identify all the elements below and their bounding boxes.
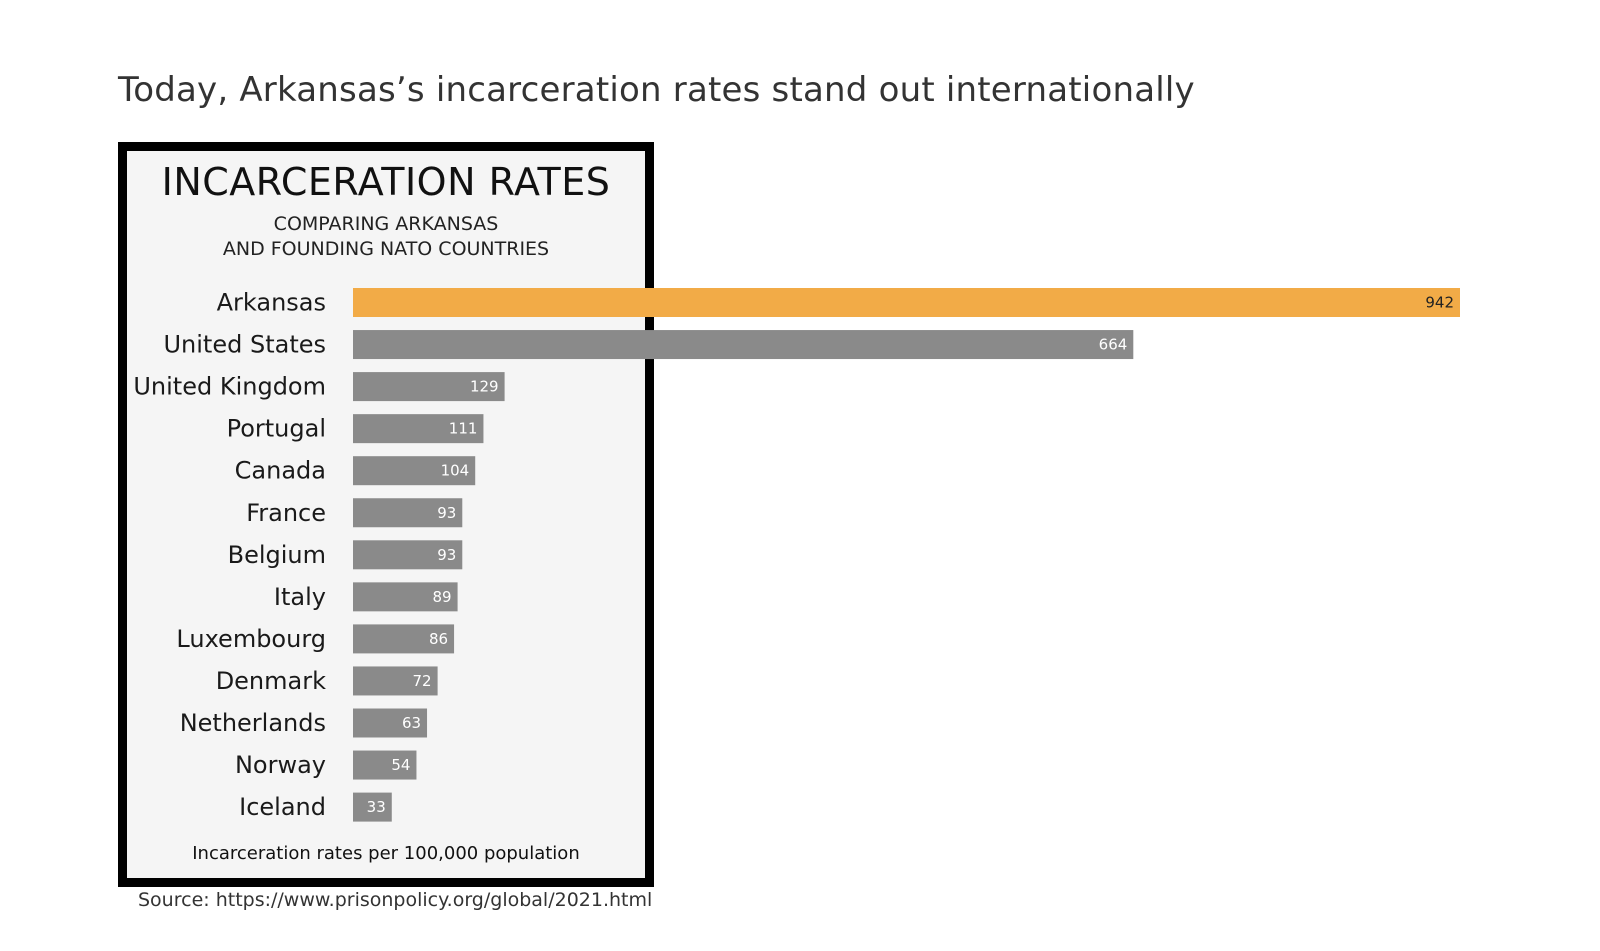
bar-arkansas <box>353 288 1460 317</box>
value-label-iceland: 33 <box>367 798 386 816</box>
value-label-portugal: 111 <box>449 420 478 438</box>
bar-united-states <box>353 330 1134 360</box>
value-label-luxembourg: 86 <box>429 630 448 648</box>
value-label-united-states: 664 <box>1099 336 1128 354</box>
chart-subtitle-line-1: COMPARING ARKANSAS <box>273 213 499 235</box>
bar-canada <box>353 456 476 486</box>
chart-subtitle-line-2: AND FOUNDING NATO COUNTRIES <box>222 238 550 260</box>
category-label-france: France <box>246 499 326 527</box>
bar-denmark <box>353 666 438 696</box>
value-label-arkansas: 942 <box>1425 294 1454 312</box>
category-label-iceland: Iceland <box>239 793 326 821</box>
bar-netherlands <box>353 708 428 738</box>
category-label-norway: Norway <box>235 751 326 779</box>
category-label-belgium: Belgium <box>228 541 326 569</box>
value-label-denmark: 72 <box>413 672 432 690</box>
category-label-luxembourg: Luxembourg <box>176 625 326 653</box>
category-label-united-kingdom: United Kingdom <box>133 373 326 401</box>
value-label-belgium: 93 <box>437 546 456 564</box>
bar-norway <box>353 750 417 780</box>
category-label-arkansas: Arkansas <box>217 289 326 317</box>
bar-united-kingdom <box>353 372 505 402</box>
category-label-canada: Canada <box>235 457 326 485</box>
bar-france <box>353 498 463 528</box>
category-label-united-states: United States <box>163 331 326 359</box>
category-label-netherlands: Netherlands <box>180 709 326 737</box>
value-label-united-kingdom: 129 <box>470 378 499 396</box>
chart-title: INCARCERATION RATES <box>161 160 611 204</box>
value-label-netherlands: 63 <box>402 714 421 732</box>
bar-iceland <box>353 792 392 822</box>
source-citation: Source: https://www.prisonpolicy.org/glo… <box>138 889 653 911</box>
category-label-denmark: Denmark <box>216 667 326 695</box>
value-label-canada: 104 <box>441 462 470 480</box>
value-label-italy: 89 <box>432 588 451 606</box>
page-heading: Today, Arkansas’s incarceration rates st… <box>118 70 1195 110</box>
category-label-italy: Italy <box>274 583 326 611</box>
bar-portugal <box>353 414 484 444</box>
value-label-norway: 54 <box>391 756 410 774</box>
chart-footer-note: Incarceration rates per 100,000 populati… <box>192 843 580 864</box>
bar-belgium <box>353 540 463 570</box>
bar-italy <box>353 582 458 612</box>
category-label-portugal: Portugal <box>227 415 326 443</box>
bar-luxembourg <box>353 624 455 654</box>
value-label-france: 93 <box>437 504 456 522</box>
